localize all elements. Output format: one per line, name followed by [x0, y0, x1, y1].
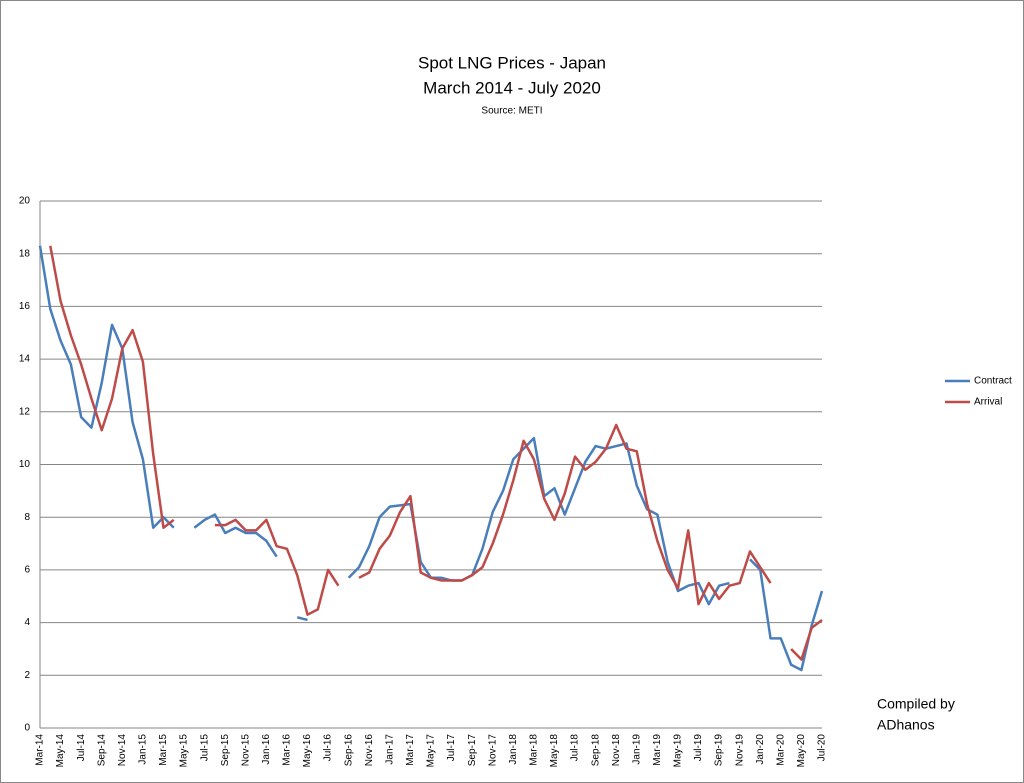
x-tick-label: Mar-20 [775, 734, 786, 766]
y-tick-label: 0 [24, 723, 30, 734]
line-series [214, 518, 340, 616]
x-tick-label: Mar-16 [282, 734, 293, 766]
chart-subtitle: March 2014 - July 2020 [423, 78, 601, 97]
x-tick-label: May-19 [673, 734, 684, 768]
line-series [790, 618, 823, 661]
x-tick-label: Sep-19 [714, 734, 725, 767]
y-tick-label: 12 [19, 406, 31, 417]
line-series [193, 513, 278, 558]
y-tick-label: 4 [24, 617, 30, 628]
x-tick-label: Nov-18 [611, 734, 622, 767]
x-tick-label: Sep-14 [96, 734, 107, 767]
x-tick-label: Sep-17 [467, 734, 478, 767]
x-tick-label: Mar-18 [529, 734, 540, 766]
y-tick-label: 10 [19, 459, 31, 470]
x-tick-label: Mar-19 [652, 734, 663, 766]
y-tick-label: 6 [24, 565, 30, 576]
x-tick-label: Nov-17 [487, 734, 498, 767]
x-tick-label: Jan-16 [261, 734, 272, 765]
x-tick-label: Mar-14 [35, 734, 46, 766]
x-tick-label: May-17 [426, 734, 437, 768]
x-tick-label: Jul-15 [199, 734, 210, 762]
x-tick-label: Jan-15 [138, 734, 149, 765]
x-tick-label: Jan-18 [508, 734, 519, 765]
x-tick-label: May-18 [549, 734, 560, 768]
x-tick-label: Jul-16 [323, 734, 334, 762]
annotation: Compiled by [877, 696, 955, 712]
line-series [296, 616, 308, 622]
y-tick-label: 8 [24, 512, 30, 523]
legend-label: Contract [974, 376, 1012, 387]
line-series [49, 245, 175, 529]
y-tick-label: 20 [19, 196, 31, 207]
x-tick-label: Nov-19 [734, 734, 745, 767]
x-tick-label: Jul-14 [76, 734, 87, 762]
x-tick-label: Mar-17 [405, 734, 416, 766]
x-tick-label: Sep-15 [220, 734, 231, 767]
x-tick-label: Nov-16 [364, 734, 375, 767]
y-tick-label: 18 [19, 248, 31, 259]
x-tick-label: Jan-19 [631, 734, 642, 765]
x-tick-label: Jul-18 [570, 734, 581, 762]
x-tick-label: Mar-15 [158, 734, 169, 766]
x-tick-label: Nov-14 [117, 734, 128, 767]
source: Source: METI [481, 106, 542, 117]
x-tick-label: May-20 [796, 734, 807, 768]
y-tick-label: 2 [24, 670, 30, 681]
x-tick-label: Jan-20 [755, 734, 766, 765]
x-tick-label: May-16 [302, 734, 313, 768]
line-series [38, 245, 175, 529]
x-tick-label: Nov-15 [240, 734, 251, 767]
chart-title: Spot LNG Prices - Japan [418, 53, 606, 72]
x-tick-label: Jan-17 [384, 734, 395, 765]
x-tick-label: Sep-18 [590, 734, 601, 767]
x-tick-label: Sep-16 [343, 734, 354, 767]
legend-label: Arrival [974, 397, 1002, 408]
x-tick-label: May-14 [55, 734, 66, 768]
line-series [358, 423, 772, 606]
x-tick-label: May-15 [179, 734, 190, 768]
x-tick-label: Jul-17 [446, 734, 457, 762]
x-tick-label: Jul-19 [693, 734, 704, 762]
annotation: ADhanos [877, 717, 935, 733]
y-tick-label: 14 [19, 354, 31, 365]
x-tick-label: Jul-20 [817, 734, 828, 762]
y-tick-label: 16 [19, 301, 31, 312]
